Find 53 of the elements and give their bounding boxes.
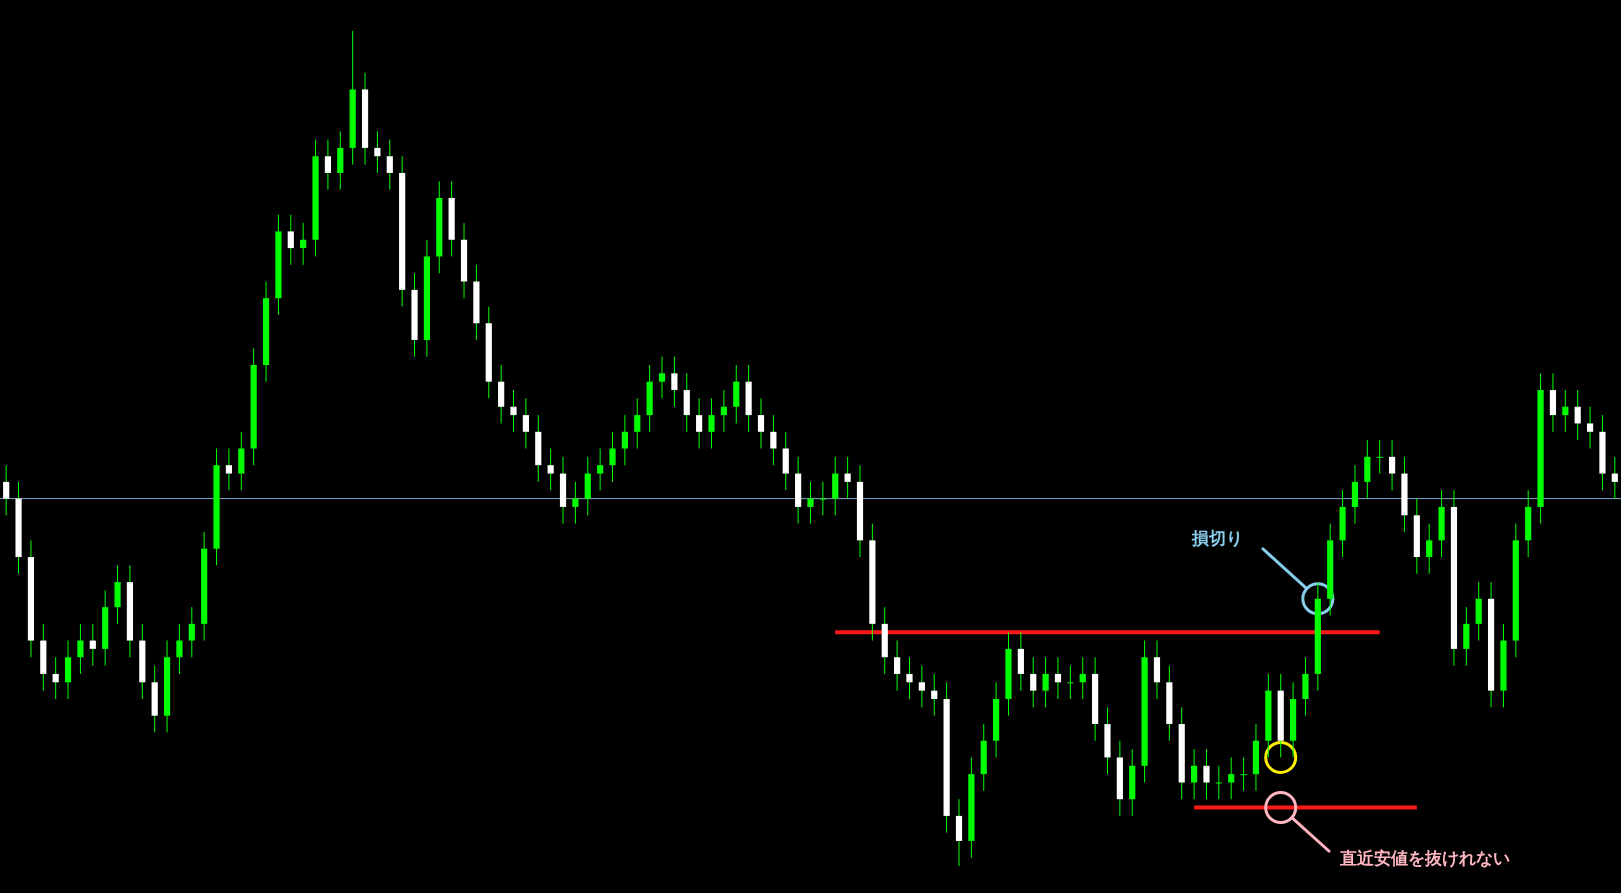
candlestick xyxy=(1215,765,1222,800)
candlestick xyxy=(225,448,233,491)
candlestick xyxy=(1042,656,1049,708)
candlestick xyxy=(757,397,765,449)
candlestick xyxy=(918,665,925,708)
candlestick xyxy=(1030,656,1037,708)
candlestick xyxy=(89,623,96,667)
candlestick xyxy=(1191,748,1198,800)
candlestick xyxy=(894,640,901,692)
candlestick xyxy=(696,397,703,449)
candlestick xyxy=(547,448,554,491)
candlestick xyxy=(770,414,777,466)
candlestick xyxy=(1067,665,1074,700)
candlestick xyxy=(906,656,913,700)
candlestick xyxy=(52,656,59,700)
candlestick xyxy=(374,130,381,174)
candlestick xyxy=(1054,656,1062,700)
candlestick xyxy=(1426,523,1433,575)
candlestick xyxy=(1228,756,1235,800)
candlestick xyxy=(597,448,604,491)
candlestick xyxy=(572,481,579,525)
candlestick xyxy=(1376,439,1383,475)
candlestick xyxy=(819,481,826,516)
annotation: 損切り xyxy=(1191,528,1243,548)
candlestick xyxy=(658,356,666,399)
candlestick xyxy=(386,139,393,191)
candlestick xyxy=(1388,439,1396,491)
candlestick xyxy=(807,481,814,525)
candlestick xyxy=(1562,389,1569,433)
candlestick xyxy=(708,397,715,449)
candlestick xyxy=(671,356,678,408)
candlestick xyxy=(621,414,628,466)
annotation: 直近安値を抜けれない xyxy=(1339,848,1510,868)
candlestick xyxy=(609,431,616,483)
candlestick xyxy=(634,397,641,449)
candlestick xyxy=(176,623,183,675)
candlestick xyxy=(931,673,938,717)
candlestick xyxy=(1611,456,1618,500)
candlestick xyxy=(300,222,307,266)
candlestick xyxy=(720,389,727,433)
candlestick xyxy=(188,606,195,658)
candlestick xyxy=(324,139,332,191)
candlestick xyxy=(1240,756,1247,792)
candlestick xyxy=(1574,389,1581,441)
candlestick xyxy=(3,464,10,516)
candlestick xyxy=(510,389,517,433)
candlestick xyxy=(522,397,529,449)
candlestick xyxy=(77,623,84,675)
candlestick xyxy=(1203,748,1210,800)
candlestick xyxy=(1079,656,1086,700)
candlestick xyxy=(1586,406,1594,449)
candlestick xyxy=(287,214,294,266)
candlestick xyxy=(844,456,851,500)
